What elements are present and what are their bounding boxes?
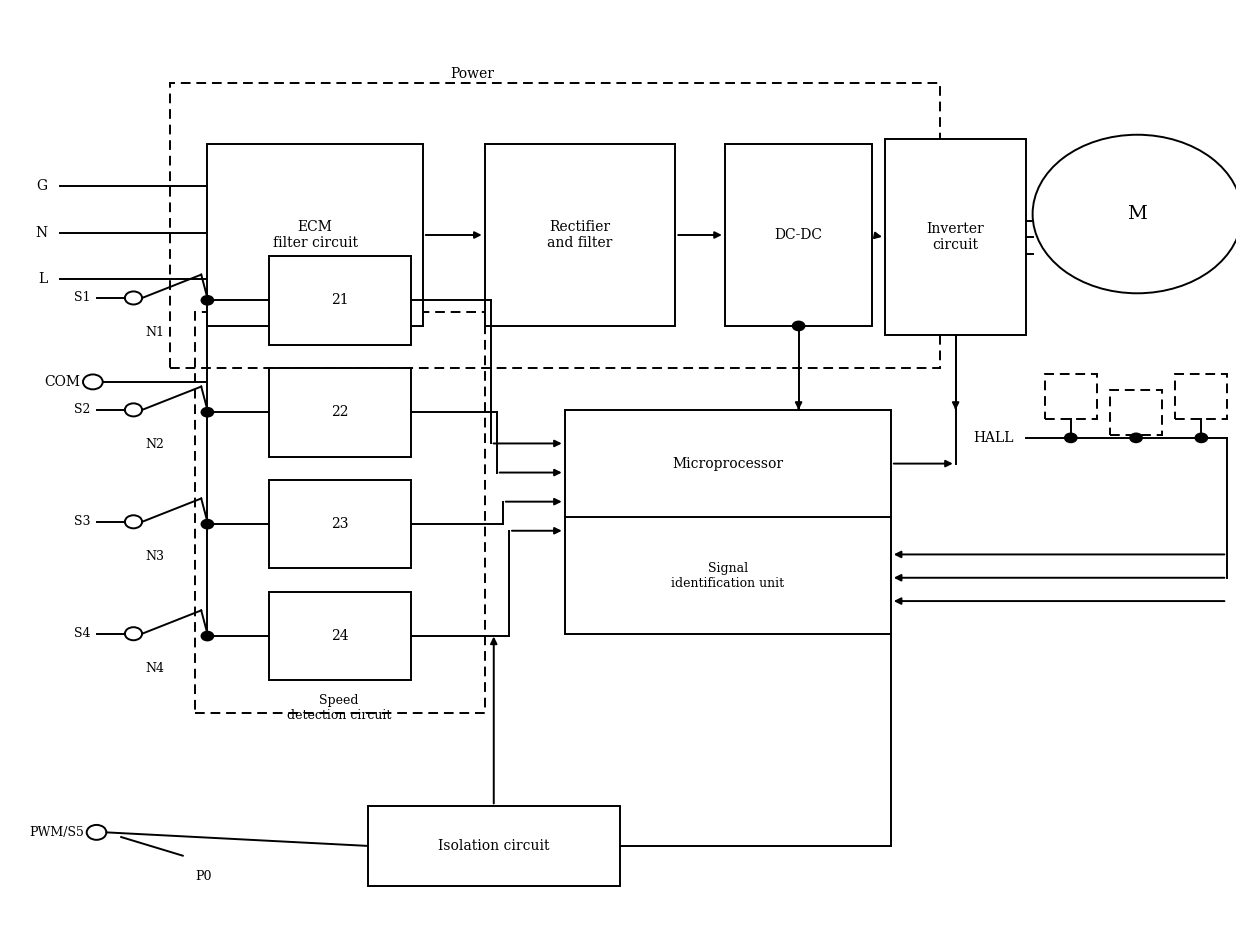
Circle shape: [201, 295, 213, 305]
Circle shape: [201, 519, 213, 529]
Text: S4: S4: [74, 628, 91, 640]
Text: 22: 22: [331, 406, 348, 419]
Bar: [885, 139, 1027, 335]
Text: COM: COM: [45, 375, 81, 389]
Text: N2: N2: [146, 438, 165, 451]
Text: Isolation circuit: Isolation circuit: [438, 838, 549, 853]
Text: N1: N1: [146, 326, 165, 339]
Text: S1: S1: [74, 292, 91, 305]
Bar: [1045, 375, 1096, 419]
Text: P0: P0: [195, 869, 212, 883]
Text: PWM/S5: PWM/S5: [30, 826, 84, 838]
Text: DC-DC: DC-DC: [775, 228, 822, 242]
Text: HALL: HALL: [973, 431, 1014, 445]
Text: L: L: [38, 272, 47, 286]
Text: 24: 24: [331, 629, 348, 643]
Text: N4: N4: [146, 662, 165, 675]
Text: S3: S3: [74, 516, 91, 528]
Bar: [1176, 375, 1228, 419]
Text: ECM
filter circuit: ECM filter circuit: [273, 220, 357, 250]
Text: Speed
detection circuit: Speed detection circuit: [286, 694, 392, 723]
Bar: [195, 312, 485, 713]
Bar: [269, 592, 410, 680]
Text: Microprocessor: Microprocessor: [672, 456, 784, 470]
Bar: [269, 480, 410, 568]
Bar: [367, 806, 620, 885]
Bar: [485, 144, 676, 326]
Circle shape: [201, 407, 213, 417]
Circle shape: [1130, 433, 1142, 442]
Text: S2: S2: [74, 404, 91, 416]
Text: Rectifier
and filter: Rectifier and filter: [547, 220, 613, 250]
Text: 23: 23: [331, 518, 348, 531]
Bar: [170, 84, 940, 368]
Bar: [1110, 391, 1162, 435]
Bar: [724, 144, 873, 326]
Text: Power: Power: [450, 67, 495, 81]
Text: Signal
identification unit: Signal identification unit: [671, 562, 785, 589]
Circle shape: [1065, 433, 1078, 442]
Text: M: M: [1127, 205, 1147, 223]
Bar: [269, 368, 410, 456]
Bar: [207, 144, 423, 326]
Bar: [564, 410, 892, 633]
Text: 21: 21: [331, 294, 348, 308]
Circle shape: [1195, 433, 1208, 442]
Text: Inverter
circuit: Inverter circuit: [926, 222, 985, 252]
Text: G: G: [36, 179, 47, 193]
Circle shape: [792, 321, 805, 330]
Bar: [269, 256, 410, 344]
Text: N3: N3: [146, 550, 165, 563]
Circle shape: [201, 631, 213, 641]
Text: N: N: [35, 226, 47, 240]
